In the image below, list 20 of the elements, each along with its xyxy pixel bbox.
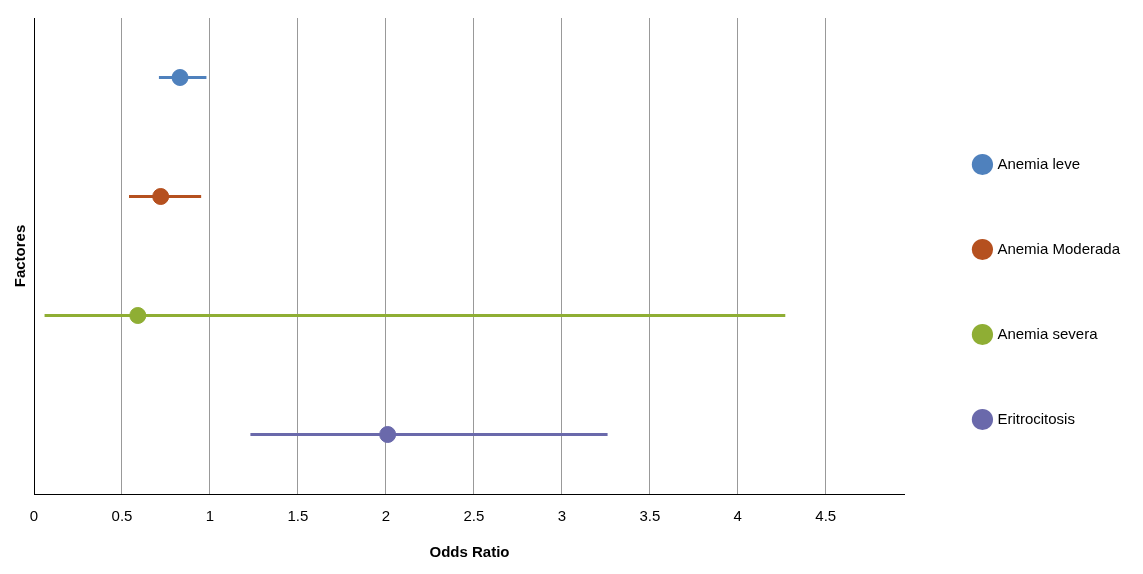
point bbox=[152, 188, 170, 205]
x-tick-label: 0.5 bbox=[111, 507, 133, 525]
x-axis-title: Odds Ratio bbox=[429, 543, 510, 561]
point bbox=[129, 307, 147, 324]
x-tick-label: 3.5 bbox=[639, 507, 661, 525]
x-tick-label: 0 bbox=[29, 507, 39, 525]
x-tick-label: 1 bbox=[205, 507, 215, 525]
legend-label: Anemia leve bbox=[997, 154, 1080, 172]
x-tick-label: 1.5 bbox=[287, 507, 309, 525]
x-tick-label: 3 bbox=[557, 507, 567, 525]
point bbox=[171, 69, 189, 86]
x-tick-label: 4.5 bbox=[815, 507, 837, 525]
x-tick-label: 4 bbox=[733, 507, 742, 525]
point bbox=[379, 426, 397, 443]
x-tick-label: 2 bbox=[381, 507, 391, 525]
legend-label: Anemia Moderada bbox=[997, 239, 1121, 257]
y-axis-title: Factores bbox=[11, 224, 29, 288]
legend-label: Eritrocitosis bbox=[997, 409, 1075, 427]
legend-label: Anemia severa bbox=[997, 324, 1099, 342]
x-tick-label: 2.5 bbox=[463, 507, 485, 525]
